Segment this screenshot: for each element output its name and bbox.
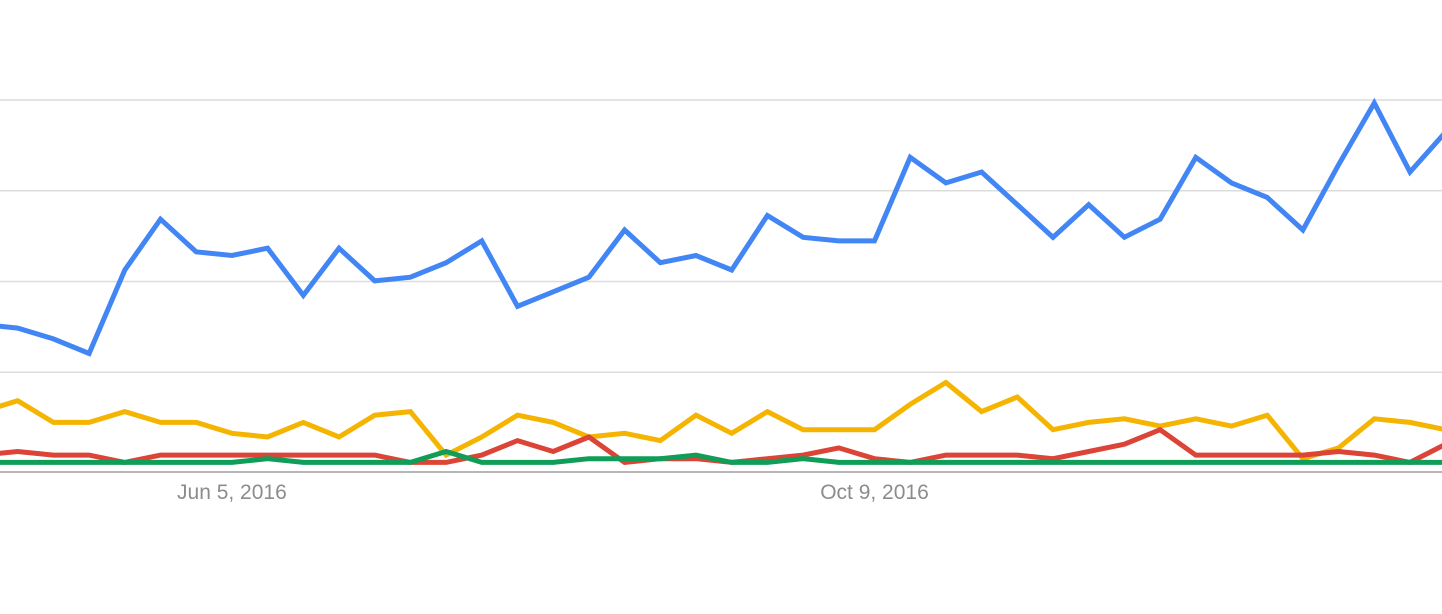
x-axis-tick-labels: Jun 5, 2016 Oct 9, 2016 xyxy=(177,481,929,504)
series-lines xyxy=(0,97,1442,466)
x-tick-label-1: Jun 5, 2016 xyxy=(177,481,287,504)
series-line-2 xyxy=(0,379,1442,462)
series-line-1 xyxy=(0,97,1442,357)
series-line-3 xyxy=(0,426,1442,466)
gridlines xyxy=(0,99,1442,373)
series-line-4 xyxy=(0,448,1442,465)
x-tick-label-2: Oct 9, 2016 xyxy=(820,481,929,504)
